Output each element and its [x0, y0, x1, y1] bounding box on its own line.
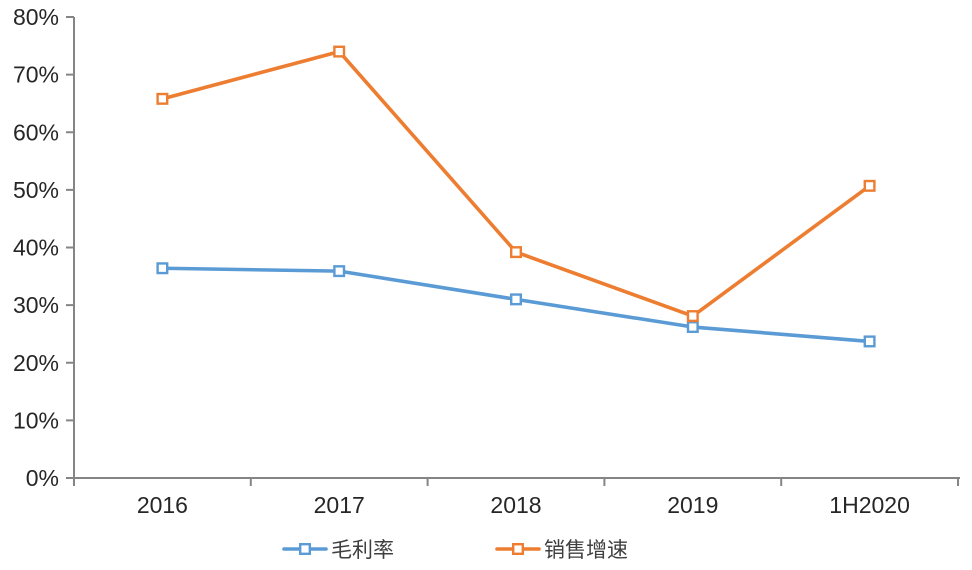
- x-tick-label: 2017: [314, 492, 365, 518]
- data-point-marker: [686, 310, 699, 323]
- y-tick-label: 80%: [13, 4, 59, 30]
- y-tick-label: 30%: [13, 292, 59, 318]
- data-point-marker: [863, 179, 876, 192]
- x-tick-label: 2016: [137, 492, 188, 518]
- y-tick-label: 0%: [26, 465, 59, 491]
- legend-item: 销售增速: [495, 539, 628, 562]
- y-tick-label: 20%: [13, 350, 59, 376]
- y-tick-label: 10%: [13, 407, 59, 433]
- data-point-marker: [510, 293, 523, 306]
- legend-label: 销售增速: [544, 539, 628, 562]
- legend-marker-icon: [299, 543, 312, 556]
- data-point-marker: [333, 45, 346, 58]
- data-point-marker: [686, 321, 699, 334]
- legend-marker-icon: [512, 543, 525, 556]
- data-point-marker: [510, 246, 523, 259]
- y-tick-label: 40%: [13, 235, 59, 261]
- data-point-marker: [156, 92, 169, 105]
- y-tick-label: 70%: [13, 62, 59, 88]
- x-tick-label: 2019: [667, 492, 718, 518]
- legend: 毛利率 销售增速: [282, 539, 628, 562]
- x-axis: 2016 2017 2018 2019 1H2020: [73, 478, 959, 518]
- series-0: [156, 262, 876, 348]
- data-point-marker: [863, 335, 876, 348]
- x-tick-label: 1H2020: [829, 492, 910, 518]
- legend-label: 毛利率: [331, 539, 394, 562]
- data-point-marker: [333, 265, 346, 278]
- y-tick-label: 50%: [13, 177, 59, 203]
- series-1: [156, 45, 876, 323]
- x-tick-label: 2018: [490, 492, 541, 518]
- y-axis: 0% 10% 20% 30% 40% 50% 60% 70% 80%: [13, 4, 74, 491]
- y-tick-label: 60%: [13, 119, 59, 145]
- legend-item: 毛利率: [282, 539, 394, 562]
- data-point-marker: [156, 262, 169, 275]
